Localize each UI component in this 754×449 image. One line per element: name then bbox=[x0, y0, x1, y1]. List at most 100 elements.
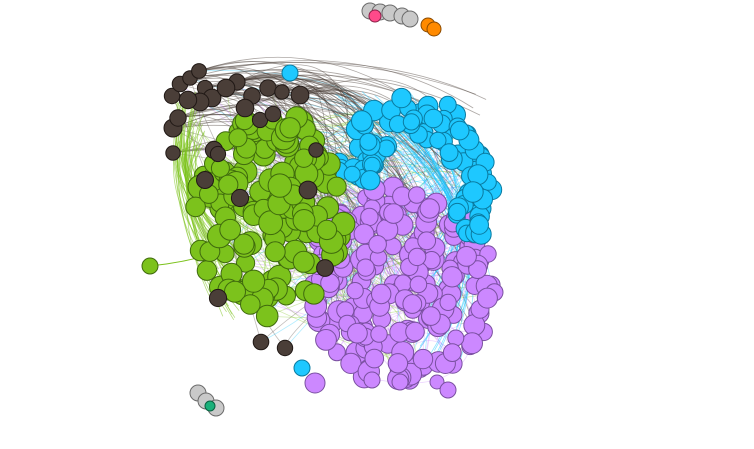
graph-node[interactable] bbox=[252, 333, 270, 351]
graph-node[interactable] bbox=[264, 105, 282, 123]
graph-node[interactable] bbox=[417, 231, 437, 251]
graph-node[interactable] bbox=[165, 145, 181, 161]
graph-node[interactable] bbox=[178, 90, 198, 110]
graph-node[interactable] bbox=[426, 21, 442, 37]
graph-node[interactable] bbox=[419, 198, 440, 219]
graph-node[interactable] bbox=[233, 233, 255, 255]
graph-edge bbox=[198, 62, 476, 95]
graph-node[interactable] bbox=[368, 235, 387, 254]
graph-node[interactable] bbox=[308, 142, 324, 158]
graph-node[interactable] bbox=[316, 259, 334, 277]
graph-node[interactable] bbox=[209, 145, 227, 163]
graph-node[interactable] bbox=[421, 306, 441, 326]
graph-node[interactable] bbox=[408, 186, 426, 204]
graph-node[interactable] bbox=[216, 78, 236, 98]
graph-node[interactable] bbox=[442, 343, 462, 363]
graph-node[interactable] bbox=[405, 321, 425, 342]
graph-node[interactable] bbox=[356, 258, 375, 277]
graph-node[interactable] bbox=[196, 260, 218, 281]
graph-node[interactable] bbox=[476, 287, 498, 309]
graph-node[interactable] bbox=[409, 275, 428, 294]
graph-node[interactable] bbox=[255, 304, 279, 328]
graph-node[interactable] bbox=[391, 373, 409, 391]
graph-node[interactable] bbox=[235, 98, 255, 118]
graph-node[interactable] bbox=[292, 250, 315, 273]
graph-node[interactable] bbox=[353, 223, 375, 245]
graph-node[interactable] bbox=[462, 181, 484, 203]
graph-node[interactable] bbox=[294, 148, 314, 168]
graph-node[interactable] bbox=[363, 371, 381, 389]
graph-node[interactable] bbox=[191, 63, 207, 79]
graph-node[interactable] bbox=[240, 294, 261, 315]
graph-node[interactable] bbox=[370, 325, 388, 343]
graph-node[interactable] bbox=[468, 260, 488, 280]
graph-node[interactable] bbox=[315, 329, 337, 351]
graph-node[interactable] bbox=[208, 288, 228, 308]
graph-node[interactable] bbox=[347, 322, 368, 344]
graph-node[interactable] bbox=[387, 353, 409, 374]
graph-node[interactable] bbox=[290, 85, 310, 105]
graph-node[interactable] bbox=[407, 247, 427, 267]
graph-node[interactable] bbox=[351, 110, 373, 132]
graph-node[interactable] bbox=[360, 170, 381, 191]
graph-node[interactable] bbox=[267, 173, 292, 198]
graph-node[interactable] bbox=[423, 108, 444, 129]
graph-node[interactable] bbox=[439, 381, 457, 399]
graph-node[interactable] bbox=[292, 209, 316, 232]
graph-node[interactable] bbox=[274, 84, 290, 100]
graph-node[interactable] bbox=[429, 131, 447, 149]
graph-node[interactable] bbox=[230, 188, 250, 208]
graph-node[interactable] bbox=[185, 196, 206, 218]
graph-node[interactable] bbox=[377, 139, 396, 158]
graph-node[interactable] bbox=[304, 372, 326, 394]
graph-node[interactable] bbox=[219, 218, 242, 241]
graph-node[interactable] bbox=[371, 283, 392, 305]
graph-node[interactable] bbox=[449, 120, 470, 141]
graph-node[interactable] bbox=[163, 87, 181, 105]
graph-node[interactable] bbox=[196, 171, 214, 189]
graph-node[interactable] bbox=[228, 128, 248, 148]
graph-node[interactable] bbox=[429, 374, 445, 390]
graph-node[interactable] bbox=[359, 132, 378, 151]
graph-node[interactable] bbox=[281, 64, 299, 82]
graph-node[interactable] bbox=[439, 293, 457, 311]
graph-node[interactable] bbox=[340, 352, 362, 374]
graph-node[interactable] bbox=[141, 257, 159, 275]
graph-edge bbox=[236, 78, 451, 191]
graph-node[interactable] bbox=[448, 202, 467, 222]
graph-node[interactable] bbox=[391, 87, 412, 109]
graph-node[interactable] bbox=[242, 269, 266, 293]
graph-node[interactable] bbox=[169, 109, 187, 127]
graph-node[interactable] bbox=[461, 332, 484, 355]
graph-node[interactable] bbox=[293, 359, 311, 377]
graph-node[interactable] bbox=[298, 180, 318, 200]
graph-node[interactable] bbox=[303, 283, 325, 305]
graph-node[interactable] bbox=[218, 174, 239, 195]
graph-node[interactable] bbox=[469, 215, 490, 235]
graph-node[interactable] bbox=[316, 219, 338, 241]
graph-node[interactable] bbox=[456, 246, 477, 267]
graph-node[interactable] bbox=[276, 339, 294, 357]
graph-node[interactable] bbox=[326, 176, 347, 197]
graph-node[interactable] bbox=[412, 348, 434, 370]
graph-node[interactable] bbox=[346, 282, 364, 300]
graph-node[interactable] bbox=[383, 203, 404, 224]
graph-node[interactable] bbox=[204, 400, 216, 412]
graph-node[interactable] bbox=[402, 294, 423, 314]
graph-edge bbox=[281, 81, 338, 168]
graph-node[interactable] bbox=[264, 241, 286, 263]
graph-node[interactable] bbox=[279, 117, 301, 139]
graph-node[interactable] bbox=[441, 266, 463, 288]
graph-node[interactable] bbox=[364, 348, 385, 369]
graph-node[interactable] bbox=[259, 79, 277, 97]
graph-node[interactable] bbox=[210, 158, 230, 178]
graph-node[interactable] bbox=[343, 165, 361, 183]
graph-node[interactable] bbox=[439, 143, 459, 163]
graph-node[interactable] bbox=[368, 9, 382, 23]
graph-edge bbox=[236, 64, 348, 117]
graph-node[interactable] bbox=[402, 113, 420, 131]
graph-node[interactable] bbox=[401, 10, 419, 28]
graph-node[interactable] bbox=[360, 207, 379, 227]
